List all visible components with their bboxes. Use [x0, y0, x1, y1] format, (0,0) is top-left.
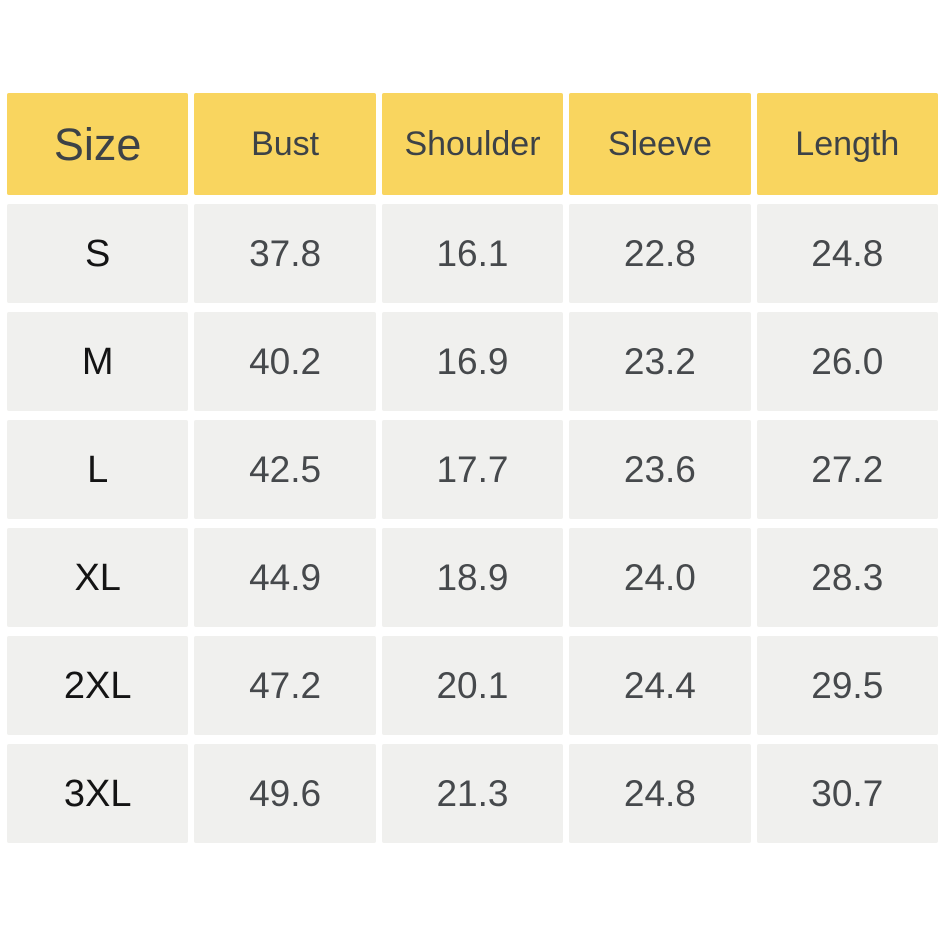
value-cell: 30.7	[756, 744, 938, 843]
size-cell: L	[7, 420, 189, 519]
size-cell: 2XL	[7, 636, 189, 735]
value-cell: 24.0	[569, 528, 751, 627]
value-cell: 40.2	[194, 312, 376, 411]
value-cell: 24.8	[569, 744, 751, 843]
size-cell: XL	[7, 528, 189, 627]
value-cell: 16.1	[381, 204, 564, 303]
value-cell: 21.3	[381, 744, 564, 843]
value-cell: 24.4	[569, 636, 751, 735]
value-cell: 37.8	[194, 204, 376, 303]
value-cell: 28.3	[756, 528, 938, 627]
header-cell-shoulder: Shoulder	[381, 93, 564, 195]
size-cell: M	[7, 312, 189, 411]
size-chart-table: Size Bust Shoulder Sleeve Length S 37.8 …	[7, 93, 938, 843]
value-cell: 49.6	[194, 744, 376, 843]
value-cell: 20.1	[381, 636, 564, 735]
value-cell: 24.8	[756, 204, 938, 303]
value-cell: 17.7	[381, 420, 564, 519]
size-cell: S	[7, 204, 189, 303]
header-cell-size: Size	[7, 93, 189, 195]
value-cell: 44.9	[194, 528, 376, 627]
size-cell: 3XL	[7, 744, 189, 843]
value-cell: 22.8	[569, 204, 751, 303]
value-cell: 42.5	[194, 420, 376, 519]
value-cell: 27.2	[756, 420, 938, 519]
header-cell-bust: Bust	[194, 93, 376, 195]
value-cell: 29.5	[756, 636, 938, 735]
header-cell-length: Length	[756, 93, 938, 195]
value-cell: 16.9	[381, 312, 564, 411]
value-cell: 26.0	[756, 312, 938, 411]
value-cell: 18.9	[381, 528, 564, 627]
value-cell: 23.6	[569, 420, 751, 519]
value-cell: 47.2	[194, 636, 376, 735]
header-cell-sleeve: Sleeve	[569, 93, 751, 195]
value-cell: 23.2	[569, 312, 751, 411]
